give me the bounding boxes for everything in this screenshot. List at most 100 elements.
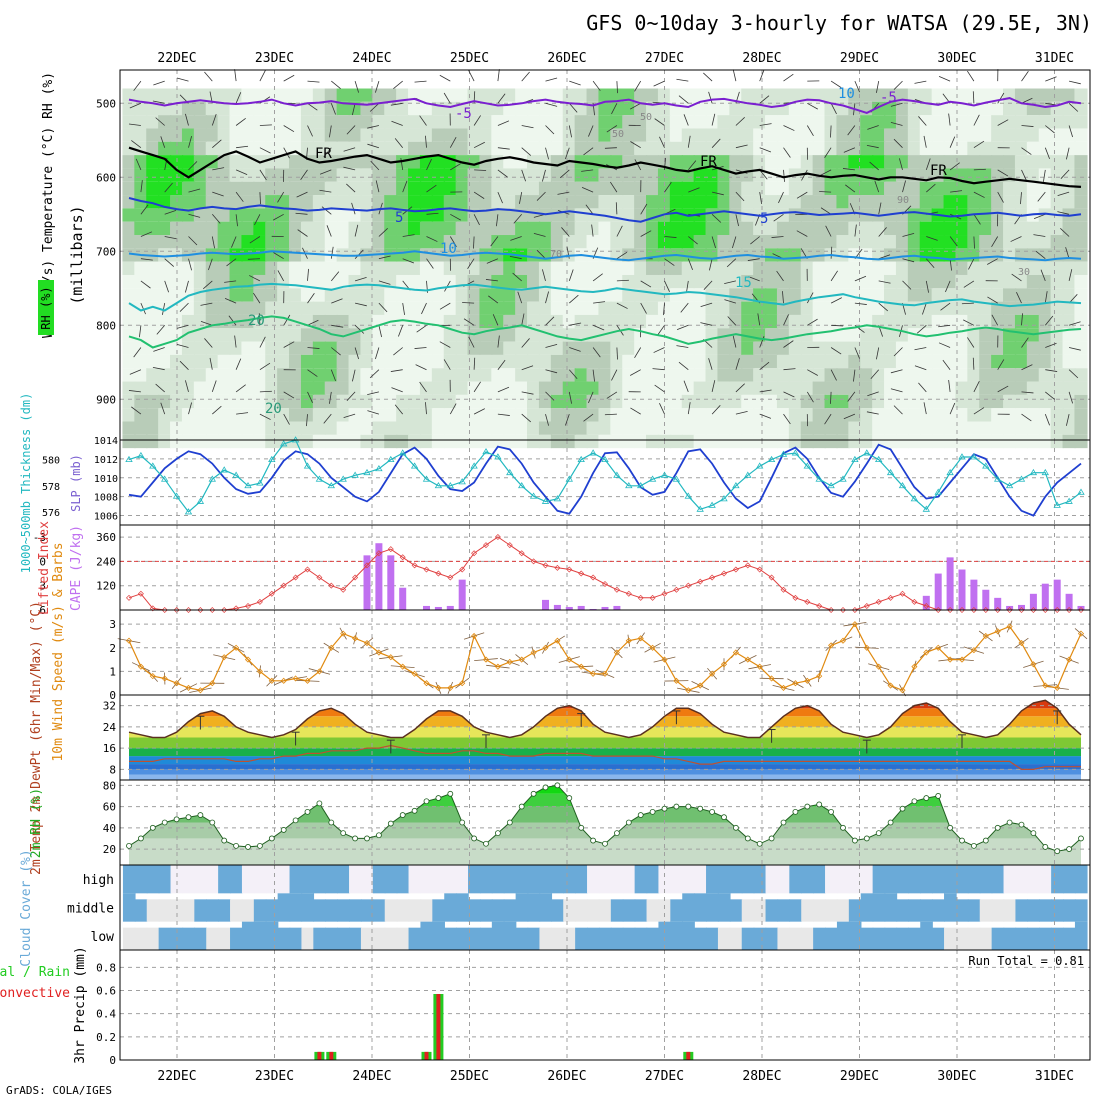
rh-cell: [729, 408, 743, 422]
rh-cell: [622, 128, 636, 142]
rh-cell: [800, 195, 814, 209]
rh-cell: [146, 354, 160, 369]
rh-cell: [289, 88, 303, 102]
wind-barb: [153, 80, 165, 86]
cloud-cell: [539, 893, 553, 922]
rh-cell: [919, 434, 933, 449]
rh-point: [221, 837, 228, 844]
rh-cell: [419, 155, 434, 169]
rh-cell: [360, 381, 374, 395]
wind-barb: [474, 169, 487, 171]
thickness-tick: 580: [42, 456, 60, 467]
rh-cell: [729, 301, 743, 315]
cloud-cell: [944, 893, 957, 922]
rh-cell: [396, 288, 410, 302]
wind-speed-point: [756, 663, 763, 670]
rh-cell: [122, 408, 136, 422]
rh-cell: [503, 408, 517, 422]
rh-cell: [491, 274, 505, 289]
rh-cell: [895, 181, 910, 196]
wind-barb: [536, 191, 546, 201]
wind-barb: [254, 214, 261, 226]
rh-cell: [646, 354, 660, 369]
rh-cell: [681, 221, 695, 236]
wind-barb: [1068, 391, 1073, 404]
rh-cell: [193, 421, 207, 435]
cloud-cell: [325, 899, 338, 922]
rh-point: [863, 835, 870, 842]
rh-cell: [872, 354, 886, 369]
wind-barb: [208, 258, 213, 271]
cloud-cell: [634, 899, 648, 922]
cloud-cell: [694, 893, 707, 922]
rh-cell: [396, 368, 410, 382]
rh-cell: [1014, 128, 1029, 142]
rh-cell: [324, 115, 338, 129]
cape-bar: [1053, 579, 1061, 610]
rh-cell: [1014, 288, 1029, 302]
rh-cell: [812, 301, 826, 315]
cloud-cell: [289, 927, 303, 950]
rh-cell: [717, 248, 731, 262]
cape-bar: [375, 543, 383, 610]
wind-barb: [439, 341, 451, 348]
wind-barb: [591, 224, 594, 237]
rh-cell: [360, 434, 374, 449]
rh-point: [911, 798, 918, 805]
cloud-cell: [575, 899, 588, 922]
rh-cell: [205, 341, 219, 355]
wind-barb: [509, 256, 522, 260]
rh-cell: [372, 328, 386, 342]
rh-point: [328, 819, 335, 826]
cloud-cell: [1063, 899, 1076, 922]
rh-cell: [717, 181, 731, 196]
precip-tick: 0.8: [96, 961, 116, 974]
wind-barb: [652, 368, 665, 371]
cloud-cell: [158, 899, 172, 922]
rh-cell: [336, 181, 350, 196]
wind-barb: [378, 255, 391, 260]
rh-cell: [765, 221, 779, 236]
rh-cell: [741, 141, 755, 156]
rh-cell: [824, 368, 838, 382]
rh-cell: [884, 101, 898, 116]
rh-cell: [1003, 381, 1017, 395]
rh-cell: [431, 274, 445, 289]
rh-cell: [812, 421, 826, 435]
temp-band: [129, 756, 1081, 765]
rh-cell: [443, 288, 457, 302]
rh-cell: [967, 181, 981, 196]
rh-cell: [265, 421, 279, 435]
rh-cell: [443, 421, 457, 435]
rh-cell: [622, 421, 636, 435]
rh-cell: [312, 301, 326, 315]
wind-barb: [512, 272, 522, 282]
rh-cell: [1062, 394, 1076, 409]
rh-cell: [895, 168, 910, 182]
rh-cell: [943, 288, 957, 302]
rh-cell: [1003, 115, 1017, 129]
rh-cell: [1038, 394, 1052, 409]
rh-cell: [527, 261, 541, 275]
rh-cell: [336, 434, 350, 449]
rh-cell: [741, 181, 755, 196]
rh-cell: [1050, 421, 1064, 435]
cloud-cell: [634, 927, 648, 950]
rh-cell: [348, 88, 362, 102]
wind-barb: [938, 342, 951, 348]
rh-cell: [741, 421, 755, 435]
date-label: 24DEC: [352, 51, 391, 66]
rh-cell: [836, 301, 850, 315]
rh-cell: [348, 408, 362, 422]
rh-cell: [491, 368, 505, 382]
rh-cell: [669, 141, 683, 156]
rh-cell: [289, 368, 303, 382]
rh-cell: [217, 235, 231, 249]
rh-cell: [979, 155, 993, 169]
rh-cell: [229, 128, 243, 142]
rh-cell: [384, 221, 398, 236]
wind-barb: [295, 212, 308, 215]
wind-speed-point: [209, 680, 216, 687]
wind-barb: [330, 103, 336, 115]
wind-barb: [711, 236, 716, 249]
